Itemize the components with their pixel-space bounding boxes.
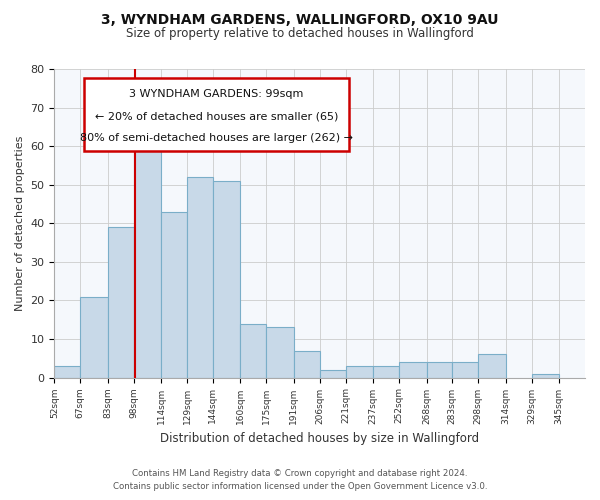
FancyBboxPatch shape [83,78,349,151]
Bar [346,366,373,378]
Text: ← 20% of detached houses are smaller (65): ← 20% of detached houses are smaller (65… [95,112,338,122]
Bar [320,370,346,378]
Text: Contains HM Land Registry data © Crown copyright and database right 2024.
Contai: Contains HM Land Registry data © Crown c… [113,469,487,491]
Bar [478,354,506,378]
Bar [213,181,241,378]
Text: 3 WYNDHAM GARDENS: 99sqm: 3 WYNDHAM GARDENS: 99sqm [129,89,304,99]
Y-axis label: Number of detached properties: Number of detached properties [15,136,25,311]
Text: 3, WYNDHAM GARDENS, WALLINGFORD, OX10 9AU: 3, WYNDHAM GARDENS, WALLINGFORD, OX10 9A… [101,12,499,26]
Text: Size of property relative to detached houses in Wallingford: Size of property relative to detached ho… [126,28,474,40]
Bar [266,328,294,378]
Bar [399,362,427,378]
Bar [294,350,320,378]
Bar [241,324,266,378]
Bar [452,362,478,378]
Bar [427,362,452,378]
Bar [373,366,399,378]
Bar [108,227,134,378]
Bar [161,212,187,378]
Bar [134,150,161,378]
Bar [532,374,559,378]
Bar [55,366,80,378]
Text: 80% of semi-detached houses are larger (262) →: 80% of semi-detached houses are larger (… [80,134,353,143]
Bar [80,296,108,378]
X-axis label: Distribution of detached houses by size in Wallingford: Distribution of detached houses by size … [160,432,479,445]
Bar [187,177,213,378]
